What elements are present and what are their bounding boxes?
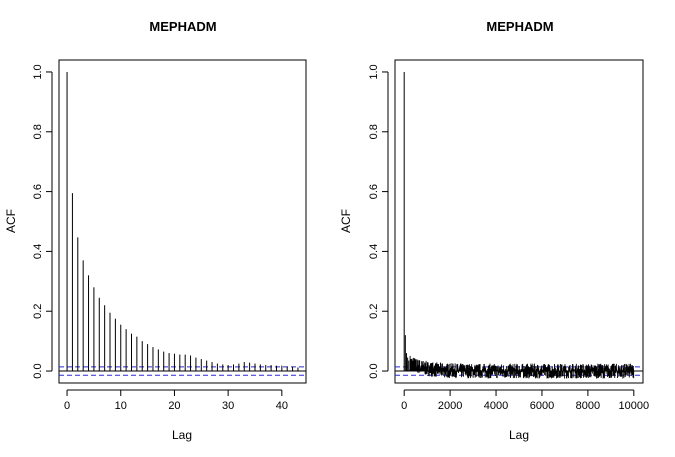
x-tick-label: 40	[276, 400, 288, 412]
x-tick-label: 4000	[484, 400, 508, 412]
x-tick-label: 6000	[530, 400, 554, 412]
acf-panel-left: MEPHADM 0 10 20 30 400.00.20.40.60.81.0 Lag …	[4, 19, 307, 442]
x-axis-label: Lag	[509, 428, 529, 442]
x-tick-label: 8000	[576, 400, 600, 412]
y-axis-label: ACF	[4, 209, 18, 233]
acf-marks	[395, 71, 643, 379]
axes: 0 2000 4000 6000 8000 10000 0.0 0.2 0.4 0.6 0.8 1.0	[368, 64, 649, 412]
x-tick-label: 30	[222, 400, 234, 412]
y-tick-label: 0.4	[32, 244, 44, 259]
plot-frame	[58, 59, 307, 384]
y-tick-label: 0.4	[368, 244, 380, 259]
y-tick-label: 1.0	[32, 64, 44, 79]
axes: 0 10 20 30 40 0.0 0.2 0.4 0.6 0.8 1.0	[32, 64, 288, 412]
y-tick-label: 0.6	[32, 184, 44, 199]
y-axis-label: ACF	[339, 209, 353, 233]
x-tick-label: 10	[115, 400, 127, 412]
y-tick-label: 0.2	[368, 304, 380, 319]
y-tick-label: 0.0	[32, 363, 44, 378]
chart-title: MEPHADM	[149, 19, 216, 34]
y-tick-label: 0.6	[368, 184, 380, 199]
plot-frame	[394, 59, 644, 384]
x-tick-label: 0	[64, 400, 70, 412]
y-tick-label: 0.8	[32, 124, 44, 139]
y-tick-label: 0.2	[32, 304, 44, 319]
x-tick-label: 10000	[619, 400, 650, 412]
x-axis-label: Lag	[172, 428, 192, 442]
acf-panel-right: MEPHADM 0 2000 4000 6000 8000 100000.00.20.40…	[339, 19, 649, 442]
x-tick-label: 20	[168, 400, 180, 412]
x-tick-label: 0	[401, 400, 407, 412]
acf-marks	[59, 71, 306, 376]
y-tick-label: 0.8	[368, 124, 380, 139]
chart-title: MEPHADM	[486, 19, 553, 34]
acf-noise-band	[409, 355, 635, 379]
x-tick-label: 2000	[438, 400, 462, 412]
y-tick-label: 1.0	[368, 64, 380, 79]
y-tick-label: 0.0	[368, 363, 380, 378]
